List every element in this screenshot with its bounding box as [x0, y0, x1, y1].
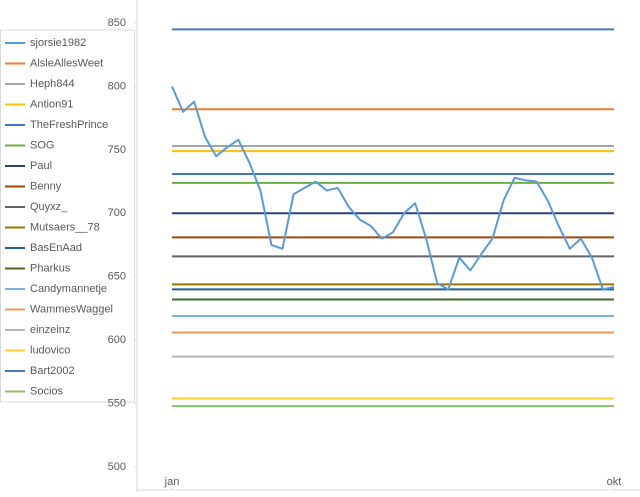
legend-label: Antion91: [30, 98, 73, 110]
y-tick-label: 600: [108, 334, 126, 346]
x-tick-label: okt: [607, 476, 622, 488]
plot-area: 500 550 600 650 700 750 800 850 jan okt: [108, 17, 622, 490]
legend-label: TheFreshPrince: [30, 119, 108, 131]
y-tick-label: 550: [108, 397, 126, 409]
legend-box: [0, 29, 135, 403]
y-tick-label: 750: [108, 144, 126, 156]
legend-label: Socios: [30, 385, 64, 397]
legend-label: Bart2002: [30, 365, 75, 377]
legend-label: Mutsaers__78: [30, 221, 100, 233]
legend-label: Pharkus: [30, 262, 71, 274]
y-tick-label: 800: [108, 80, 126, 92]
legend-label: einzeinz: [30, 324, 70, 336]
legend-label: SOG: [30, 139, 54, 151]
legend: sjorsie1982 AlsleAllesWeet Heph844 Antion91…: [5, 37, 113, 397]
y-tick-label: 850: [108, 17, 126, 29]
series-line: [171, 86, 615, 291]
legend-label: sjorsie1982: [30, 37, 86, 49]
legend-label: BasEnAad: [30, 242, 82, 254]
legend-label: Heph844: [30, 78, 75, 90]
y-tick-label: 500: [108, 461, 126, 473]
legend-label: AlsleAllesWeet: [30, 57, 103, 69]
y-tick-label: 650: [108, 271, 126, 283]
y-tick-label: 700: [108, 207, 126, 219]
legend-label: Quyxz_: [30, 201, 68, 213]
legend-label: Paul: [30, 160, 52, 172]
x-tick-label: jan: [164, 476, 180, 488]
legend-label: WammesWaggel: [30, 303, 113, 315]
legend-label: Candymannetje: [30, 283, 107, 295]
legend-label: ludovico: [30, 344, 70, 356]
legend-label: Benny: [30, 180, 62, 192]
